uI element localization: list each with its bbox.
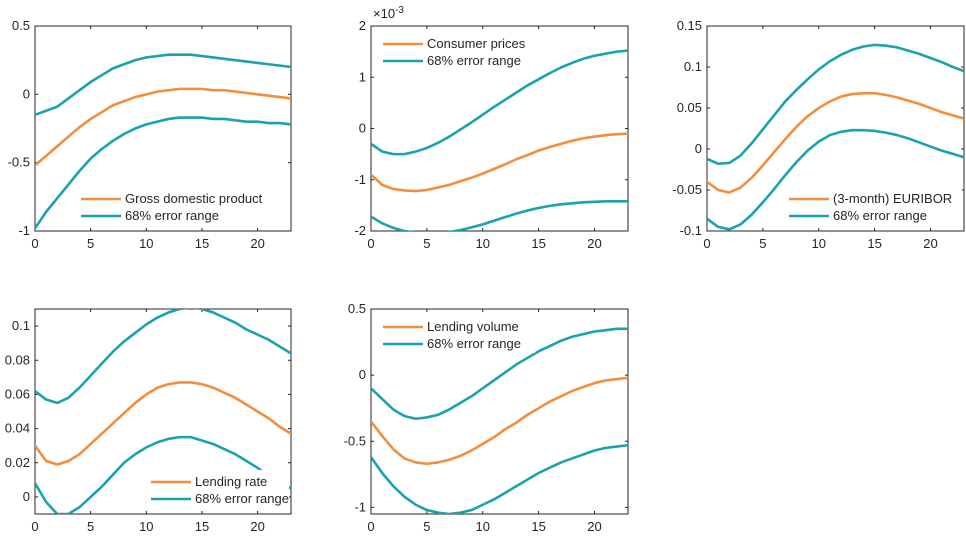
legend-label: Lending volume bbox=[427, 319, 519, 334]
legend: Lending volume 68% error range bbox=[377, 315, 535, 353]
legend: (3-month) EURIBOR 68% error range bbox=[783, 187, 962, 225]
upper-band-line bbox=[35, 53, 291, 117]
x-tick-label: 10 bbox=[476, 236, 490, 251]
y-tick-label: -0.1 bbox=[680, 223, 702, 238]
lower-band-line bbox=[371, 199, 628, 231]
legend-label: 68% error range bbox=[125, 208, 219, 223]
x-tick-label: 10 bbox=[139, 519, 153, 534]
legend: Consumer prices 68% error range bbox=[377, 32, 542, 70]
x-tick-label: 20 bbox=[587, 519, 601, 534]
axes-frame bbox=[34, 25, 292, 232]
x-tick-label: 20 bbox=[250, 519, 264, 534]
y-tick-label: 1 bbox=[359, 69, 366, 84]
x-tick-label: 5 bbox=[87, 519, 94, 534]
x-tick-label: 15 bbox=[531, 236, 545, 251]
legend-label: (3-month) EURIBOR bbox=[833, 191, 952, 206]
y-tick-label: 0.5 bbox=[348, 301, 366, 316]
response-line bbox=[371, 132, 628, 193]
legend-label: Gross domestic product bbox=[125, 191, 263, 206]
x-tick-label: 0 bbox=[703, 236, 710, 251]
lower-band-line bbox=[35, 116, 291, 230]
legend-box bbox=[75, 187, 289, 225]
y-tick-label: 0 bbox=[359, 367, 366, 382]
y-tick-label: 0.1 bbox=[12, 318, 30, 333]
x-tick-label: 10 bbox=[139, 236, 153, 251]
y-tick-label: -1 bbox=[354, 172, 366, 187]
x-tick-label: 0 bbox=[31, 519, 38, 534]
x-tick-label: 20 bbox=[250, 236, 264, 251]
legend-box bbox=[783, 187, 962, 225]
legend-label: 68% error range bbox=[427, 336, 521, 351]
legend-box bbox=[377, 32, 542, 70]
legend-label: 68% error range bbox=[427, 53, 521, 68]
upper-band-line bbox=[371, 49, 628, 156]
x-tick-label: 0 bbox=[367, 236, 374, 251]
x-tick-label: 10 bbox=[812, 236, 826, 251]
response-line bbox=[35, 381, 291, 466]
y-tick-label: 0 bbox=[695, 141, 702, 156]
x-tick-label: 5 bbox=[759, 236, 766, 251]
x-tick-label: 15 bbox=[531, 519, 545, 534]
y-tick-label: 0.06 bbox=[5, 386, 30, 401]
response-line bbox=[371, 376, 628, 466]
y-axis-exponent: ×10-3 bbox=[373, 5, 404, 21]
axes-frame bbox=[706, 25, 965, 232]
x-tick-label: 0 bbox=[367, 519, 374, 534]
y-tick-label: 0.04 bbox=[5, 421, 30, 436]
upper-band-line bbox=[707, 43, 964, 166]
y-tick-label: 0.08 bbox=[5, 352, 30, 367]
response-line bbox=[35, 87, 291, 167]
lower-band-line bbox=[35, 435, 291, 514]
panel-2: 0 5 10 15 20 -2 -1 0 1 2 ×10-3 Consumer prices 68% e… bbox=[354, 5, 629, 251]
y-tick-label: 0 bbox=[23, 86, 30, 101]
x-tick-label: 15 bbox=[195, 519, 209, 534]
upper-band-line bbox=[371, 327, 628, 421]
y-tick-label: -0.05 bbox=[672, 182, 702, 197]
y-tick-label: -2 bbox=[354, 223, 366, 238]
x-tick-label: 5 bbox=[423, 236, 430, 251]
x-tick-label: 5 bbox=[423, 519, 430, 534]
legend-label: 68% error range bbox=[833, 208, 927, 223]
y-tick-label: 0.5 bbox=[12, 18, 30, 33]
panel-1: 0 5 10 15 20 -1 -0.5 0 0.5 Gross domestic product… bbox=[8, 18, 292, 251]
legend-box bbox=[145, 470, 289, 508]
y-tick-label: 0.05 bbox=[677, 100, 702, 115]
x-tick-label: 5 bbox=[87, 236, 94, 251]
x-tick-label: 20 bbox=[587, 236, 601, 251]
x-tick-label: 0 bbox=[31, 236, 38, 251]
legend-label: Lending rate bbox=[195, 474, 267, 489]
upper-band-line bbox=[35, 309, 291, 405]
y-tick-label: 0 bbox=[359, 121, 366, 136]
x-tick-label: 15 bbox=[867, 236, 881, 251]
lower-band-line bbox=[707, 128, 964, 231]
response-line bbox=[707, 91, 964, 194]
y-tick-label: -0.5 bbox=[8, 155, 30, 170]
panel-4: 0 5 10 15 20 0 0.02 0.04 0.06 0.08 0.1 Lending rate… bbox=[5, 308, 292, 534]
y-tick-label: -1 bbox=[18, 223, 30, 238]
legend-label: 68% error range bbox=[195, 491, 289, 506]
axes-frame bbox=[370, 308, 629, 515]
axes-frame bbox=[34, 308, 292, 515]
y-tick-label: 0.1 bbox=[684, 59, 702, 74]
y-tick-label: -1 bbox=[354, 499, 366, 514]
legend-label: Consumer prices bbox=[427, 36, 526, 51]
x-tick-label: 10 bbox=[476, 519, 490, 534]
y-tick-label: 0.15 bbox=[677, 18, 702, 33]
legend: Lending rate 68% error range bbox=[145, 470, 289, 508]
legend: Gross domestic product 68% error range bbox=[75, 187, 289, 225]
panel-3: 0 5 10 15 20 -0.1 -0.05 0 0.05 0.1 0.15 (3-month) E… bbox=[672, 18, 965, 251]
x-tick-label: 20 bbox=[923, 236, 937, 251]
panel-5: 0 5 10 15 20 -1 -0.5 0 0.5 Lending volume 68% erro… bbox=[344, 301, 629, 534]
y-tick-label: 0 bbox=[23, 489, 30, 504]
lower-band-line bbox=[371, 443, 628, 514]
legend-box bbox=[377, 315, 535, 353]
x-tick-label: 15 bbox=[195, 236, 209, 251]
y-tick-label: 2 bbox=[359, 18, 366, 33]
y-tick-label: -0.5 bbox=[344, 433, 366, 448]
y-tick-label: 0.02 bbox=[5, 455, 30, 470]
